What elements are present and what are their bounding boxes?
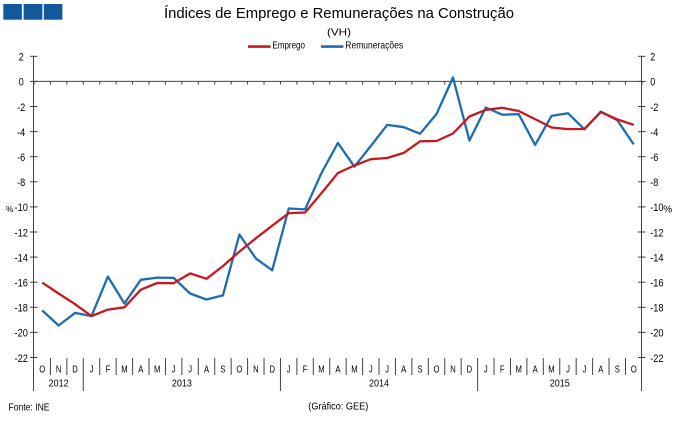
svg-text:N: N xyxy=(450,363,456,375)
svg-text:2015: 2015 xyxy=(550,378,570,390)
svg-text:(VH): (VH) xyxy=(327,27,351,39)
svg-text:2: 2 xyxy=(650,52,655,64)
svg-text:J: J xyxy=(385,363,389,375)
svg-text:(Gráfico: GEE): (Gráfico: GEE) xyxy=(308,401,368,413)
svg-text:J: J xyxy=(188,363,192,375)
svg-text:S: S xyxy=(615,363,620,375)
svg-text:%: % xyxy=(6,204,14,214)
svg-text:O: O xyxy=(236,363,242,375)
svg-text:N: N xyxy=(253,363,259,375)
svg-text:S: S xyxy=(220,363,225,375)
svg-text:O: O xyxy=(39,363,45,375)
svg-text:-2: -2 xyxy=(650,102,658,114)
svg-text:%: % xyxy=(663,204,672,215)
svg-text:F: F xyxy=(303,363,308,375)
svg-text:M: M xyxy=(351,363,357,375)
svg-text:-4: -4 xyxy=(17,127,25,139)
svg-text:0: 0 xyxy=(19,77,24,89)
svg-text:A: A xyxy=(138,363,143,375)
svg-text:M: M xyxy=(548,363,554,375)
svg-text:O: O xyxy=(434,363,440,375)
svg-text:J: J xyxy=(369,363,373,375)
svg-text:J: J xyxy=(90,363,94,375)
svg-text:J: J xyxy=(484,363,488,375)
svg-text:2014: 2014 xyxy=(369,378,389,390)
svg-text:J: J xyxy=(566,363,570,375)
svg-text:-12: -12 xyxy=(15,227,28,239)
svg-text:-18: -18 xyxy=(650,303,663,315)
svg-text:-10: -10 xyxy=(15,202,28,214)
svg-text:-12: -12 xyxy=(650,227,663,239)
svg-text:D: D xyxy=(270,363,276,375)
svg-text:J: J xyxy=(583,363,587,375)
svg-text:F: F xyxy=(106,363,111,375)
svg-text:-2: -2 xyxy=(17,102,25,114)
svg-text:A: A xyxy=(401,363,406,375)
svg-text:-10: -10 xyxy=(650,202,663,214)
svg-text:A: A xyxy=(335,363,340,375)
svg-text:F: F xyxy=(500,363,505,375)
svg-text:-18: -18 xyxy=(15,303,28,315)
svg-text:D: D xyxy=(72,363,78,375)
svg-text:2012: 2012 xyxy=(49,378,69,390)
svg-text:-6: -6 xyxy=(650,152,658,164)
svg-text:D: D xyxy=(467,363,473,375)
svg-text:Fonte: INE: Fonte: INE xyxy=(9,401,50,413)
svg-text:-8: -8 xyxy=(650,177,658,189)
svg-text:-22: -22 xyxy=(15,353,28,365)
svg-text:M: M xyxy=(318,363,324,375)
svg-text:M: M xyxy=(516,363,522,375)
svg-text:A: A xyxy=(533,363,538,375)
svg-text:-6: -6 xyxy=(17,152,25,164)
svg-text:-8: -8 xyxy=(17,177,25,189)
svg-text:-14: -14 xyxy=(650,252,663,264)
svg-text:J: J xyxy=(172,363,176,375)
svg-text:N: N xyxy=(56,363,62,375)
svg-text:2: 2 xyxy=(19,52,24,64)
svg-text:M: M xyxy=(154,363,160,375)
svg-text:-20: -20 xyxy=(650,328,663,340)
svg-text:A: A xyxy=(204,363,209,375)
svg-text:Remunerações: Remunerações xyxy=(345,40,403,52)
svg-text:2013: 2013 xyxy=(172,378,192,390)
svg-text:-16: -16 xyxy=(650,278,663,290)
svg-text:-14: -14 xyxy=(15,252,28,264)
svg-text:S: S xyxy=(418,363,423,375)
svg-text:A: A xyxy=(598,363,603,375)
svg-text:-16: -16 xyxy=(15,278,28,290)
svg-text:-4: -4 xyxy=(650,127,658,139)
svg-text:-22: -22 xyxy=(650,353,663,365)
svg-text:M: M xyxy=(121,363,127,375)
svg-text:Índices de Emprego e Remunera: Índices de Emprego e Remunerações na Con… xyxy=(164,5,514,22)
svg-text:-20: -20 xyxy=(15,328,28,340)
svg-text:J: J xyxy=(287,363,291,375)
svg-text:0: 0 xyxy=(650,77,655,89)
svg-text:O: O xyxy=(631,363,637,375)
svg-text:Emprego: Emprego xyxy=(272,40,305,52)
